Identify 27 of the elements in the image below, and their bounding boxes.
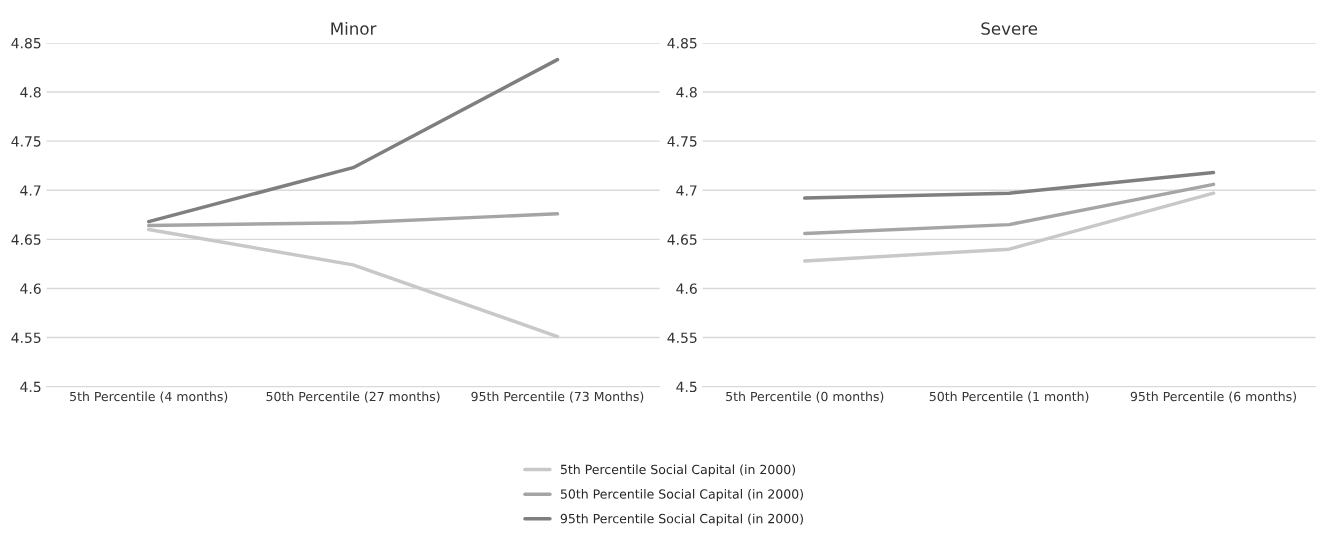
legend-label: 95th Percentile Social Capital (in 2000) xyxy=(560,513,803,526)
legend-label: 5th Percentile Social Capital (in 2000) xyxy=(560,464,796,477)
chart-title: Severe xyxy=(981,22,1038,35)
y-tick-label: 4.6 xyxy=(676,283,697,294)
y-tick-label: 4.65 xyxy=(11,234,41,245)
y-tick-label: 4.55 xyxy=(11,332,41,344)
y-tick-label: 4.75 xyxy=(11,136,41,147)
x-tick-label: 5th Percentile (4 months) xyxy=(70,391,228,403)
chart-title: Minor xyxy=(331,21,377,35)
x-tick-label: 95th Percentile (73 Months) xyxy=(471,391,644,403)
y-tick-label: 4.85 xyxy=(667,37,697,49)
y-tick-label: 4.85 xyxy=(11,37,41,49)
y-tick-label: 4.8 xyxy=(676,87,697,98)
y-tick-label: 4.5 xyxy=(676,381,697,393)
legend-label: 50th Percentile Social Capital (in 2000) xyxy=(560,489,803,502)
x-tick-label: 95th Percentile (6 months) xyxy=(1130,391,1296,403)
y-tick-label: 4.7 xyxy=(20,185,41,196)
x-tick-label: 50th Percentile (27 months) xyxy=(266,391,440,403)
y-tick-label: 4.65 xyxy=(667,234,697,245)
y-tick-label: 4.7 xyxy=(676,185,697,196)
y-tick-label: 4.5 xyxy=(20,381,41,393)
y-tick-label: 4.8 xyxy=(20,87,41,98)
y-tick-label: 4.55 xyxy=(667,332,697,344)
x-tick-label: 50th Percentile (1 month) xyxy=(929,391,1089,403)
x-tick-label: 5th Percentile (0 months) xyxy=(726,391,884,403)
y-tick-label: 4.75 xyxy=(667,136,697,147)
y-tick-label: 4.6 xyxy=(20,283,41,294)
